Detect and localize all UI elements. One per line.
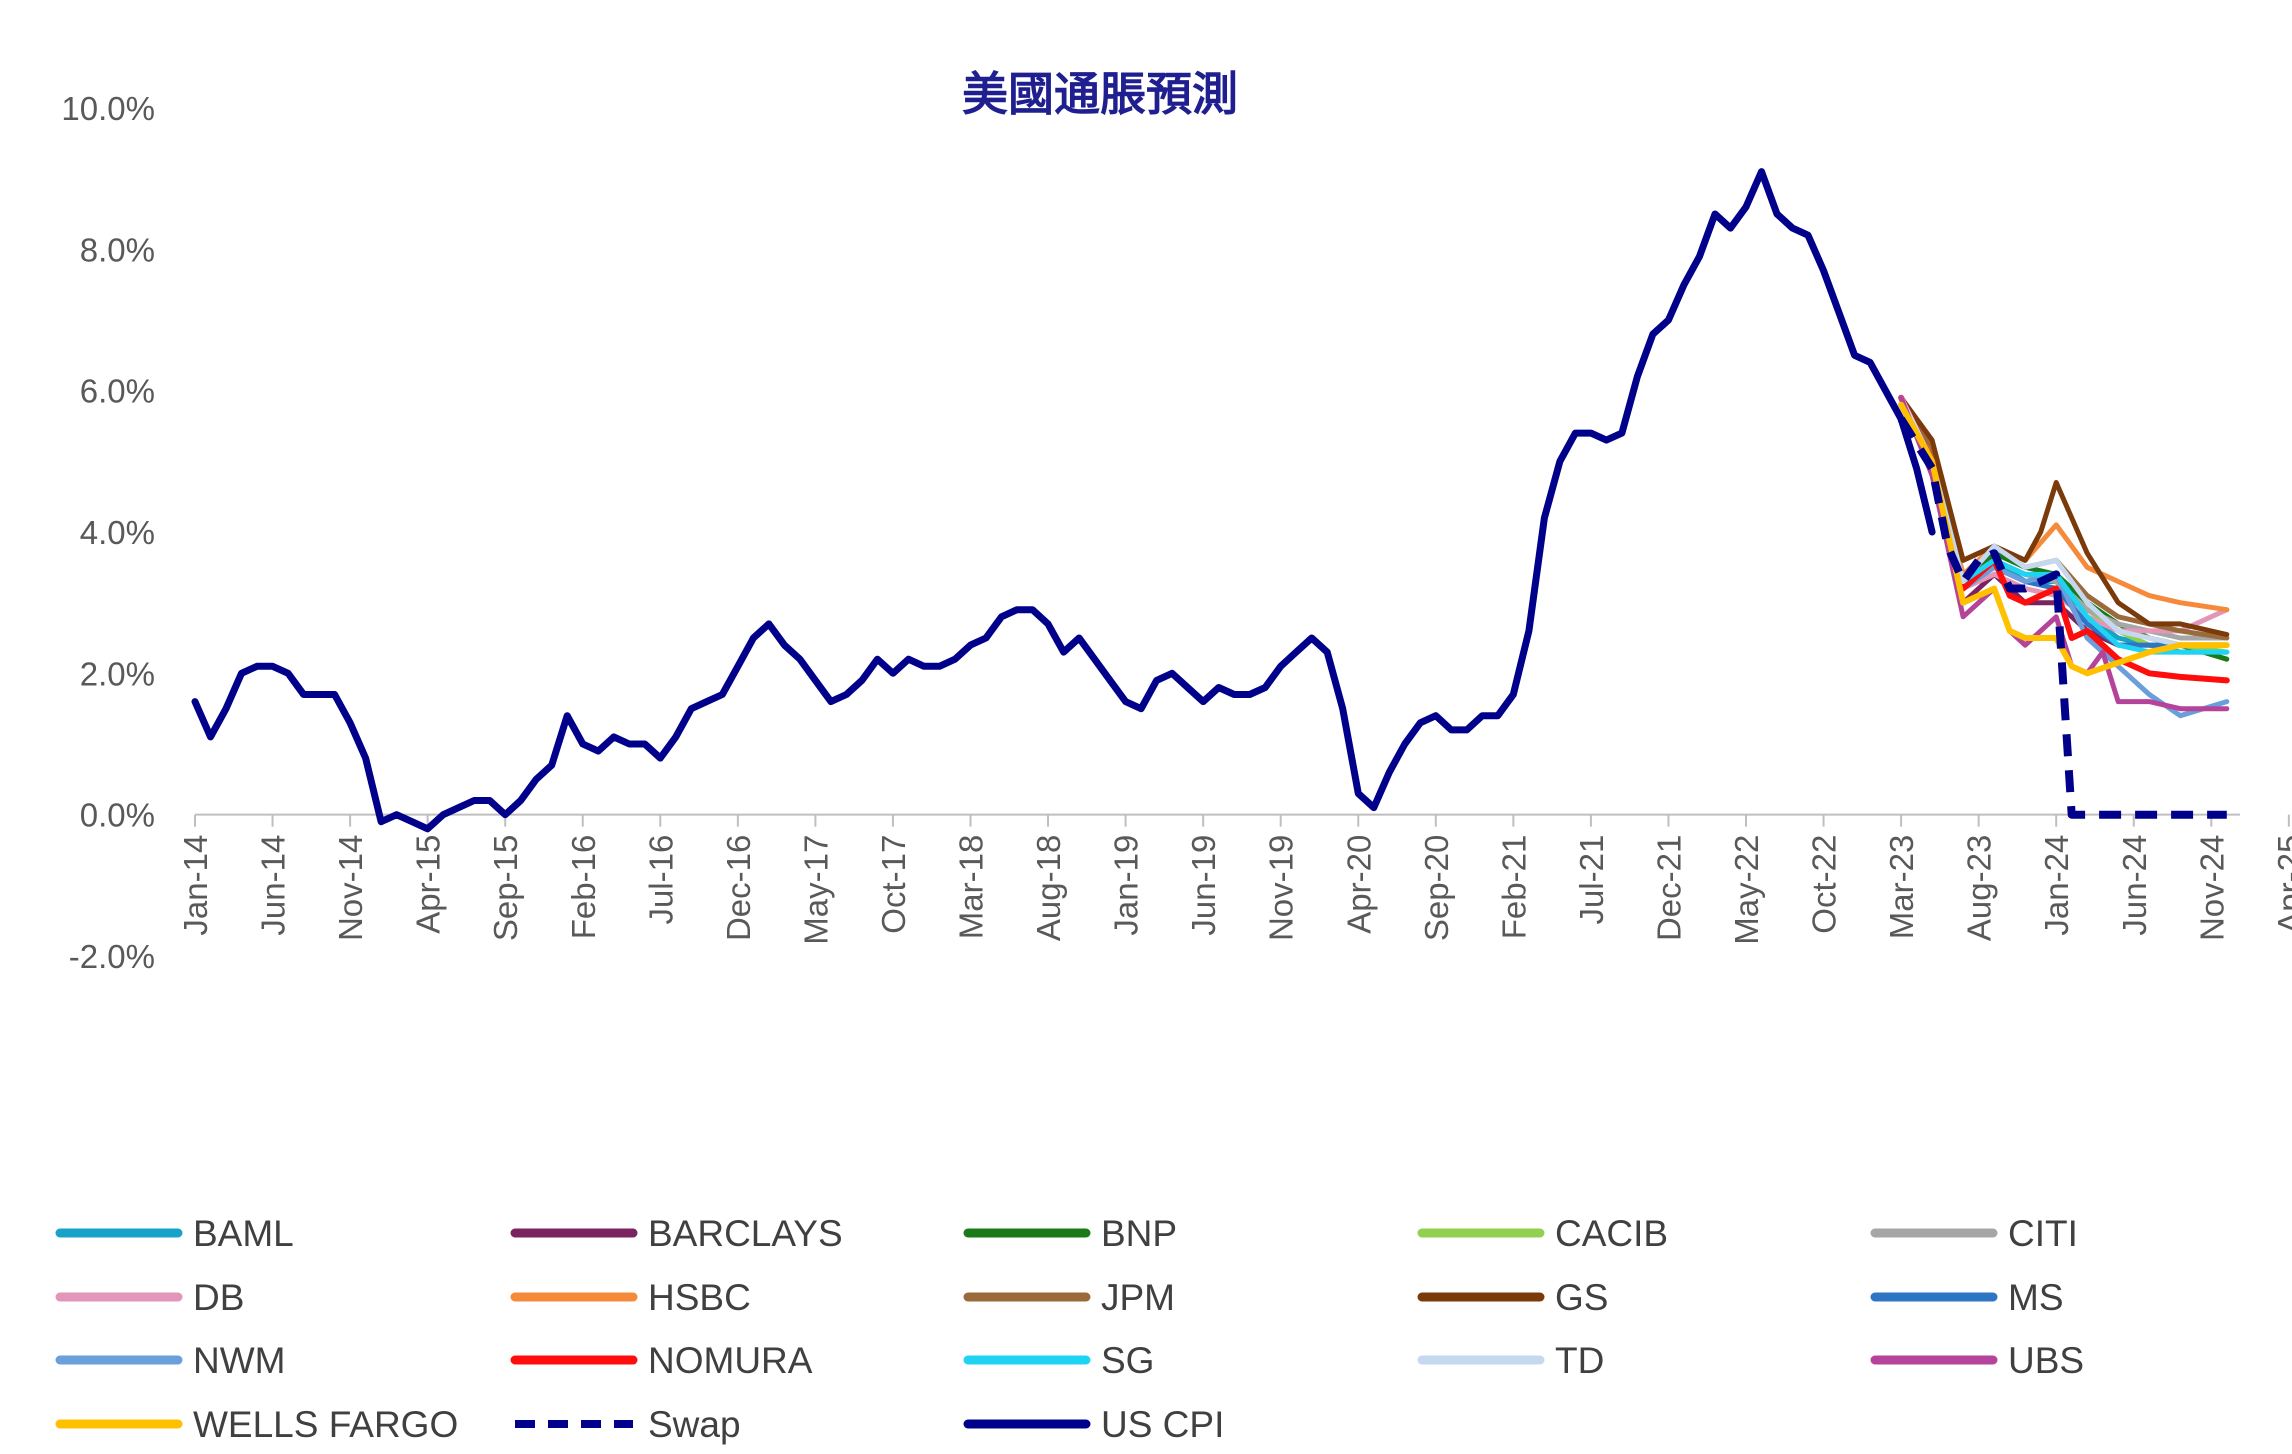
legend-label: GS <box>1555 1277 1608 1318</box>
legend-item-bnp: BNP <box>963 1213 1177 1254</box>
legend-item-jpm: JPM <box>963 1277 1175 1318</box>
legend-label: WELLS FARGO <box>193 1404 458 1445</box>
x-axis-ticks: Jan-14 Jun-14 Nov-14 Apr-15 Sep-15 Feb-16 Jul-… <box>177 814 2292 945</box>
series-line-us-cpi <box>191 168 1936 833</box>
legend-label: NOMURA <box>648 1340 813 1381</box>
legend-label: CITI <box>2008 1213 2078 1254</box>
legend-item-wells-fargo: WELLS FARGO <box>55 1404 458 1445</box>
x-tick-label: Jul-21 <box>1573 835 1610 925</box>
x-tick-label: Jan-14 <box>177 835 214 936</box>
series-line-td <box>1898 395 2230 648</box>
x-tick-label: Apr-20 <box>1340 835 1377 934</box>
y-tick-label: 6.0% <box>80 373 155 410</box>
chart-title: 美國通脹預測 <box>962 67 1238 121</box>
legend-item-sg: SG <box>963 1340 1154 1381</box>
legend-item-cacib: CACIB <box>1417 1213 1668 1254</box>
y-tick-label: 10.0% <box>61 90 155 127</box>
legend-label: CACIB <box>1555 1213 1668 1254</box>
y-tick-label: 8.0% <box>80 231 155 268</box>
legend-label: US CPI <box>1101 1404 1224 1445</box>
legend-label: NWM <box>193 1340 285 1381</box>
legend-label: UBS <box>2008 1340 2084 1381</box>
legend-label: Swap <box>648 1404 741 1445</box>
legend-label: SG <box>1101 1340 1154 1381</box>
y-tick-label: -2.0% <box>69 938 155 975</box>
legend-label: JPM <box>1101 1277 1175 1318</box>
x-tick-label: Jan-24 <box>2038 835 2075 936</box>
legend-item-swap: Swap <box>515 1404 741 1445</box>
x-tick-label: Jan-19 <box>1108 835 1145 936</box>
x-tick-label: Aug-23 <box>1961 835 1998 941</box>
legend-item-nomura: NOMURA <box>510 1340 813 1381</box>
legend: BAML BARCLAYS BNP CACIB CITI DB HSBC JPM GS MS NWM… <box>55 1213 2084 1445</box>
x-tick-label: Mar-23 <box>1883 835 1920 940</box>
x-tick-label: Dec-21 <box>1650 835 1687 941</box>
legend-label: BAML <box>193 1213 294 1254</box>
x-tick-label: Apr-15 <box>410 835 447 934</box>
legend-item-nwm: NWM <box>55 1340 285 1381</box>
x-tick-label: Sep-20 <box>1418 835 1455 941</box>
legend-item-citi: CITI <box>1870 1213 2078 1254</box>
legend-label: BARCLAYS <box>648 1213 843 1254</box>
x-tick-label: Nov-24 <box>2193 835 2230 941</box>
series-line-wells-fargo <box>1898 401 2230 677</box>
x-tick-label: Jun-14 <box>255 835 292 936</box>
x-tick-label: Sep-15 <box>487 835 524 941</box>
legend-label: HSBC <box>648 1277 751 1318</box>
legend-item-db: DB <box>55 1277 244 1318</box>
x-tick-label: Oct-22 <box>1806 835 1843 934</box>
legend-item-hsbc: HSBC <box>510 1277 751 1318</box>
legend-label: DB <box>193 1277 244 1318</box>
x-tick-label: Feb-16 <box>565 835 602 940</box>
y-tick-label: 4.0% <box>80 514 155 551</box>
y-tick-label: 0.0% <box>80 797 155 834</box>
x-tick-label: Jun-24 <box>2116 835 2153 936</box>
x-tick-label: Dec-16 <box>720 835 757 941</box>
plot-series <box>191 168 2230 833</box>
legend-label: MS <box>2008 1277 2064 1318</box>
series-line-gs <box>1898 395 2230 637</box>
legend-label: TD <box>1555 1340 1604 1381</box>
legend-label: BNP <box>1101 1213 1177 1254</box>
legend-item-ubs: UBS <box>1870 1340 2084 1381</box>
legend-item-ms: MS <box>1870 1277 2064 1318</box>
x-tick-label: Oct-17 <box>875 835 912 934</box>
x-tick-label: May-17 <box>797 835 834 945</box>
y-axis-ticks: -2.0% 0.0% 2.0% 4.0% 6.0% 8.0% 10.0% <box>61 90 155 975</box>
x-tick-label: Apr-25 <box>2271 835 2292 934</box>
legend-item-gs: GS <box>1417 1277 1608 1318</box>
legend-item-td: TD <box>1417 1340 1604 1381</box>
series-line-swap <box>1897 416 2227 819</box>
x-tick-label: Aug-18 <box>1030 835 1067 941</box>
x-tick-label: Nov-14 <box>332 835 369 941</box>
x-tick-label: Feb-21 <box>1495 835 1532 940</box>
series-line-nomura <box>1898 394 2230 684</box>
x-tick-label: Jul-16 <box>642 835 679 925</box>
x-tick-label: Nov-19 <box>1263 835 1300 941</box>
x-tick-label: Jun-19 <box>1185 835 1222 936</box>
legend-item-us-cpi: US CPI <box>963 1404 1224 1445</box>
x-tick-label: Mar-18 <box>953 835 990 940</box>
legend-item-barclays: BARCLAYS <box>510 1213 843 1254</box>
x-tick-label: May-22 <box>1728 835 1765 945</box>
y-tick-label: 2.0% <box>80 655 155 692</box>
legend-item-baml: BAML <box>55 1213 294 1254</box>
